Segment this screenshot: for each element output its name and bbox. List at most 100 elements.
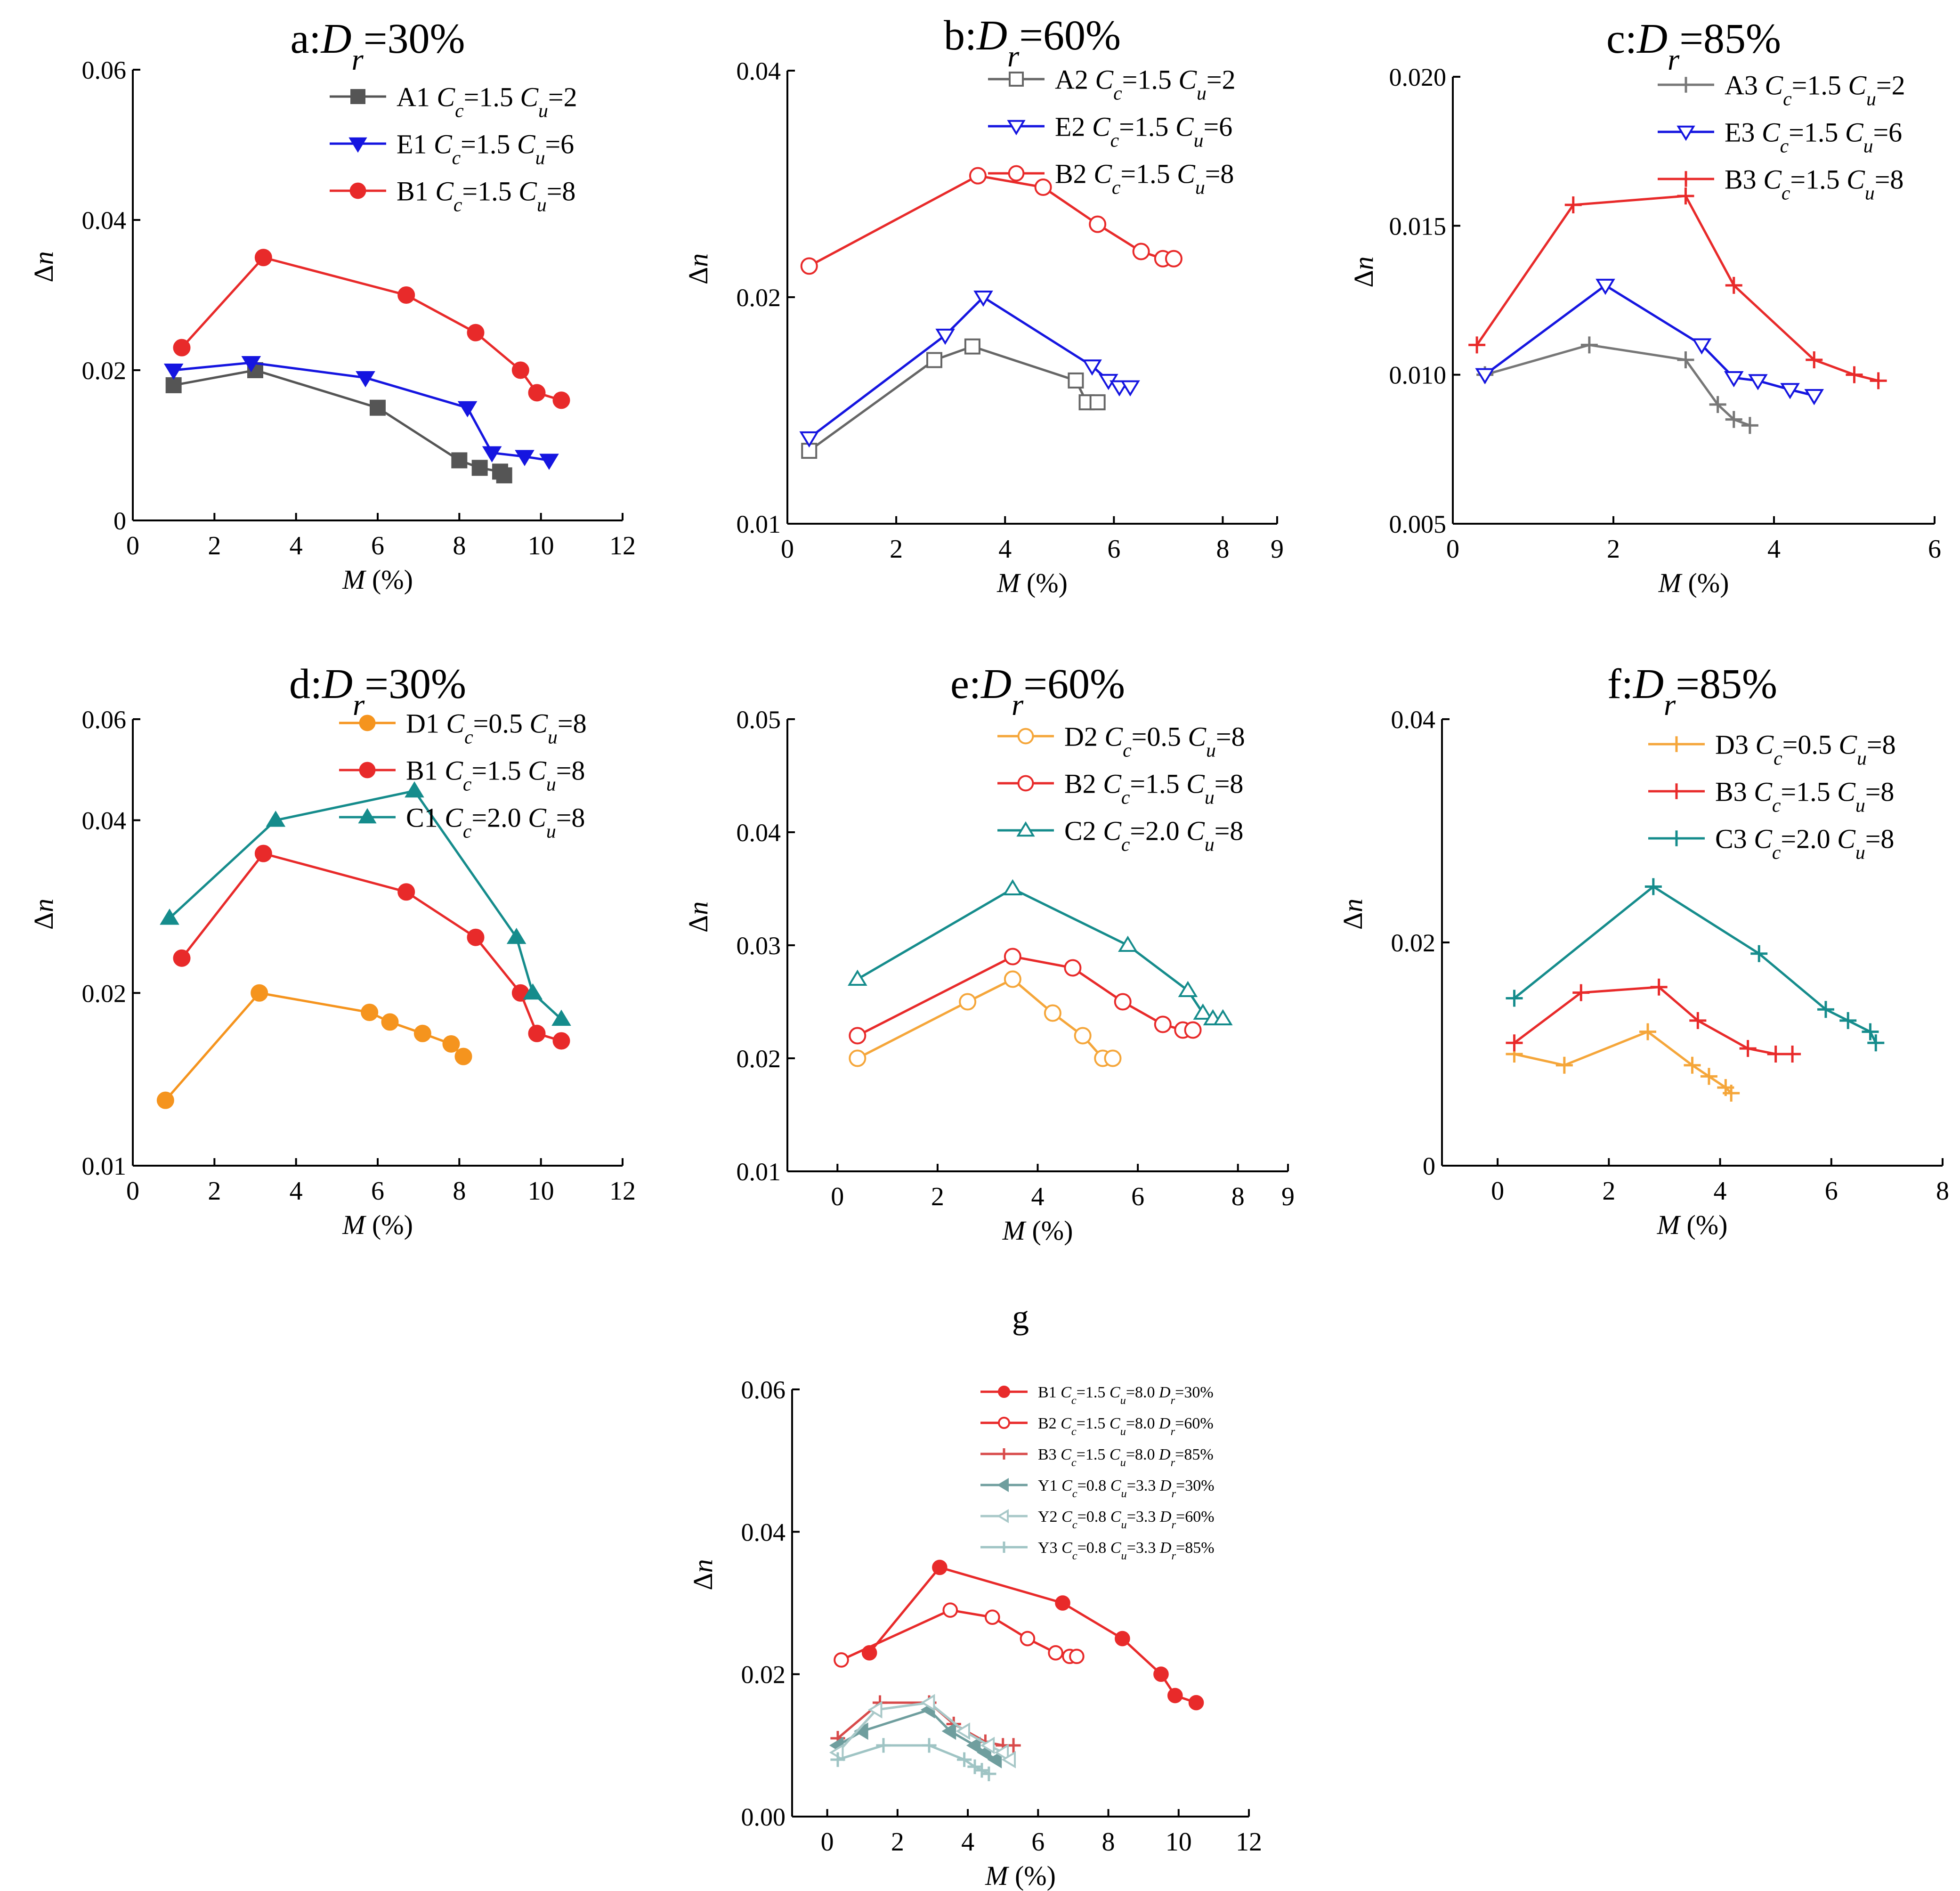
legend-label-b1: B1 Cc=1.5 Cu=8.0 Dr=30% <box>1038 1384 1214 1407</box>
data-point-y2 <box>956 1722 971 1740</box>
data-point-b2 <box>1184 1021 1202 1039</box>
data-point-y1 <box>987 1751 1002 1769</box>
x-tick-label: 0 <box>1491 1177 1504 1206</box>
chart-title: g <box>1012 1298 1029 1336</box>
legend-label-b1: B1 Cc=1.5 Cu=8 <box>397 176 575 216</box>
data-point-b1 <box>173 339 191 357</box>
legend-marker <box>1008 165 1025 182</box>
data-point-c2 <box>1178 981 1198 997</box>
y-axis-label: Δn <box>683 901 713 933</box>
data-point-b2 <box>1020 1631 1036 1647</box>
x-tick-label: 12 <box>1236 1827 1262 1857</box>
y-axis-label: Δn <box>28 251 59 282</box>
data-point-e2 <box>1120 380 1140 397</box>
y-tick-label: 0.03 <box>737 932 781 960</box>
data-point-y3 <box>974 1763 989 1778</box>
y-tick-label: 0.010 <box>1389 361 1447 390</box>
series-b3 <box>1468 187 1887 390</box>
y-tick-label: 0.04 <box>1391 706 1436 734</box>
data-point-d1 <box>381 1013 399 1031</box>
legend: A2 Cc=1.5 Cu=2 E2 Cc=1.5 Cu=6 B2 Cc=1.5 Cu… <box>988 64 1236 198</box>
chart-title: b:Dr=60% <box>944 12 1121 73</box>
legend-marker <box>997 1477 1009 1493</box>
chart-title: f:Dr=85% <box>1607 661 1777 722</box>
legend-marker <box>998 1448 1010 1460</box>
legend-marker <box>998 1386 1010 1398</box>
legend-label-a1: A1 Cc=1.5 Cu=2 <box>397 81 577 122</box>
chart-panel-a: 0 2 4 6 8 10 12 0 0.02 0.04 0.06 M (%) Δn a:Dr=30%A1 … <box>28 16 636 595</box>
legend-marker <box>359 714 376 731</box>
data-point-d1 <box>251 984 268 1002</box>
x-tick-label: 4 <box>290 1177 303 1206</box>
x-tick-label: 2 <box>891 1827 904 1857</box>
data-point-c3 <box>1817 1001 1834 1018</box>
data-point-d1 <box>361 1004 379 1022</box>
data-point-b1 <box>1188 1695 1204 1711</box>
data-point-a2 <box>964 338 980 355</box>
data-point-e1 <box>457 401 478 418</box>
series-d2 <box>849 970 1122 1067</box>
y-axis-label: Δn <box>688 1559 718 1590</box>
legend-marker <box>349 182 366 199</box>
data-point-b2 <box>834 1652 849 1668</box>
series-b1 <box>861 1559 1204 1711</box>
data-point-a1 <box>370 399 386 416</box>
data-point-b2 <box>1004 948 1021 966</box>
legend-marker <box>1668 830 1685 846</box>
data-point-y3 <box>830 1752 845 1767</box>
data-point-b3 <box>1689 1012 1707 1029</box>
data-point-b3 <box>1506 1034 1523 1052</box>
data-point-y2 <box>994 1744 1009 1761</box>
y-tick-label: 0.02 <box>737 1045 781 1073</box>
legend-label-y3: Y3 Cc=0.8 Cu=3.3 Dr=85% <box>1038 1539 1215 1562</box>
series-b1 <box>173 844 570 1050</box>
x-axis-label: M (%) <box>1657 1209 1728 1240</box>
x-tick-label: 2 <box>890 535 903 564</box>
x-tick-label: 2 <box>208 531 221 560</box>
data-point-a3 <box>1741 417 1758 434</box>
data-point-b1 <box>511 361 529 379</box>
x-tick-label: 6 <box>1031 1827 1045 1857</box>
data-point-d3 <box>1723 1084 1740 1102</box>
data-point-d3 <box>1639 1023 1657 1040</box>
chart-title: d:Dr=30% <box>289 661 466 722</box>
y-tick-label: 0.06 <box>82 706 127 734</box>
data-point-b3 <box>1564 196 1582 214</box>
data-point-y2 <box>980 1737 995 1754</box>
data-point-d1 <box>442 1035 460 1053</box>
legend-marker <box>998 1542 1010 1553</box>
x-tick-label: 10 <box>1166 1827 1192 1857</box>
legend-label-d1: D1 Cc=0.5 Cu=8 <box>406 708 587 748</box>
legend-marker <box>348 137 367 153</box>
data-point-b1 <box>552 1032 570 1050</box>
data-point-c3 <box>1867 1034 1885 1052</box>
data-point-b1 <box>528 384 546 402</box>
legend-label-y1: Y1 Cc=0.8 Cu=3.3 Dr=30% <box>1038 1477 1215 1500</box>
data-point-e3 <box>1475 368 1495 385</box>
legend-marker <box>1017 728 1034 745</box>
data-point-b2 <box>985 1609 1000 1625</box>
data-point-d2 <box>1044 1004 1061 1022</box>
x-tick-label: 0 <box>831 1182 844 1211</box>
legend-marker <box>998 1417 1010 1429</box>
legend-label-e1: E1 Cc=1.5 Cu=6 <box>397 129 574 169</box>
data-point-a1 <box>471 460 488 476</box>
data-point-c1 <box>160 909 179 925</box>
data-point-b2 <box>1069 1648 1085 1664</box>
data-point-e2 <box>799 431 819 448</box>
y-tick-label: 0.06 <box>82 56 127 84</box>
data-point-b3 <box>1725 276 1742 294</box>
data-point-b1 <box>932 1559 948 1575</box>
data-point-b1 <box>397 883 415 901</box>
y-tick-label: 0.01 <box>737 510 781 538</box>
x-tick-label: 2 <box>1602 1177 1615 1206</box>
x-tick-label: 4 <box>290 531 303 560</box>
data-point-e3 <box>1596 278 1615 295</box>
chart-title: a:Dr=30% <box>291 16 465 77</box>
data-point-b3 <box>1846 366 1863 383</box>
series-b2 <box>849 948 1202 1045</box>
data-point-b1 <box>254 844 272 862</box>
legend-label-b2: B2 Cc=1.5 Cu=8 <box>1064 768 1243 808</box>
x-tick-label: 6 <box>371 1177 384 1206</box>
chart-panel-e: 0 2 4 6 8 9 0.01 0.02 0.03 0.04 0.05 M (%) Δn e:Dr=60… <box>683 661 1295 1246</box>
